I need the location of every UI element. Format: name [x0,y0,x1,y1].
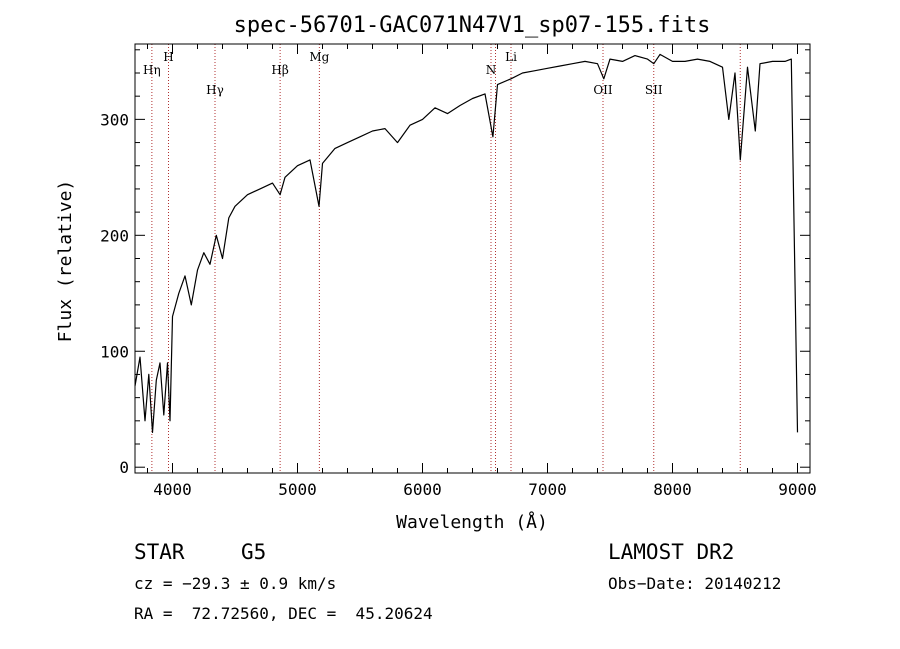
x-tick-label: 7000 [528,480,567,499]
y-tick-label: 300 [100,110,129,129]
x-tick-label: 9000 [778,480,817,499]
line-markers: HηH Hγ Hβ Mg N Li OII SII [143,44,741,473]
y-tick-label: 200 [100,226,129,245]
line-marker-label: SII [645,83,663,97]
x-axis-label: Wavelength (Å) [396,511,548,533]
line-marker-label: Hη [143,63,161,77]
line-marker-label: H [163,50,173,64]
redshift-info: cz = −29.3 ± 0.9 km/s [134,574,337,593]
object-class: STAR [134,540,185,564]
y-axis: 0 100 200 300 [100,49,810,477]
chart-title: spec-56701-GAC071N47V1_sp07-155.fits [234,13,711,38]
y-tick-label: 100 [100,342,129,361]
x-tick-label: 4000 [153,480,192,499]
object-subclass: G5 [241,540,267,564]
line-marker-label: OII [593,83,613,97]
spectrum-line [134,53,799,433]
observation-date: Obs−Date: 20140212 [608,574,782,593]
plot-frame [134,43,811,474]
line-marker-label: N [486,63,497,77]
x-axis: 4000 5000 6000 7000 8000 9000 [147,44,817,499]
survey-name: LAMOST DR2 [608,540,735,564]
coordinates: RA = 72.72560, DEC = 45.20624 [134,604,433,623]
x-tick-label: 8000 [653,480,692,499]
line-marker-label: Hγ [206,83,224,97]
x-tick-label: 6000 [403,480,442,499]
y-tick-label: 0 [119,458,129,477]
line-marker-label: Hβ [271,63,288,77]
x-tick-label: 5000 [278,480,317,499]
line-marker-label: Li [505,50,517,64]
line-marker-label: Mg [309,50,329,64]
spectrum-series [134,53,799,433]
y-axis-label: Flux (relative) [55,180,76,343]
spectrum-chart: spec-56701-GAC071N47V1_sp07-155.fits HηH… [55,13,817,533]
